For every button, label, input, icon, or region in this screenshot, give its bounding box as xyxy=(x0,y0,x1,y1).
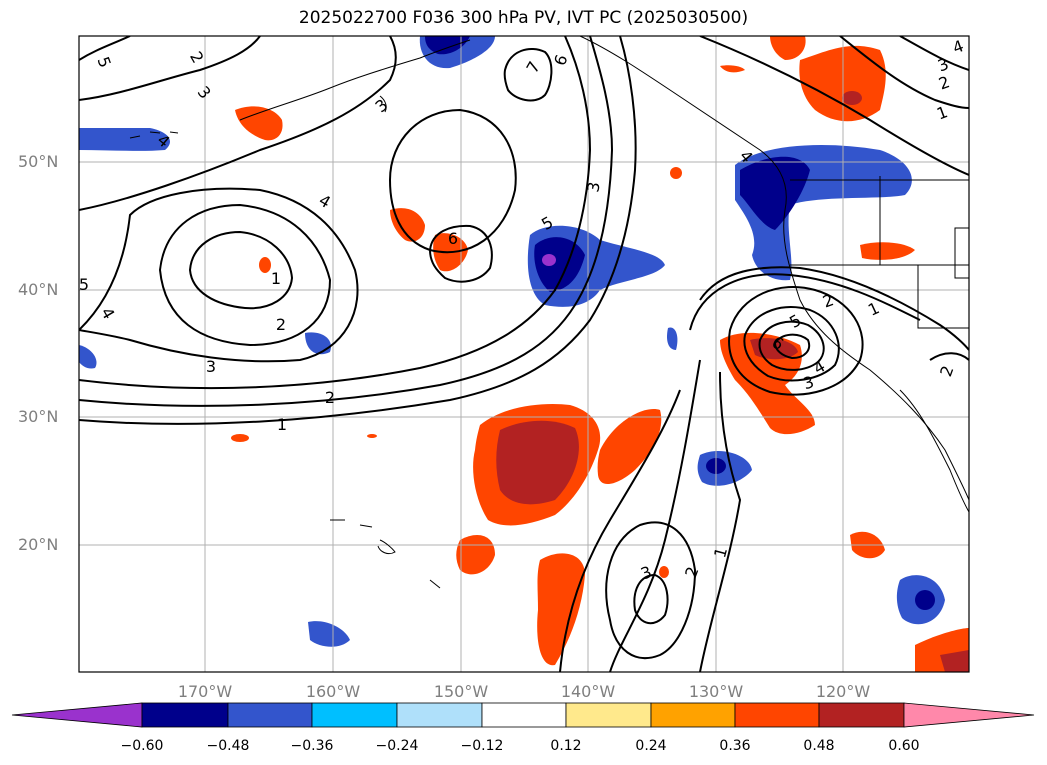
colorbar-tick-label: 0.60 xyxy=(888,738,920,754)
contour-label: 3 xyxy=(206,357,216,376)
negative-anomaly-regions xyxy=(79,36,945,647)
contour-label: 2 xyxy=(276,315,286,334)
colorbar-swatch xyxy=(734,702,820,728)
colorbar-tick-label: 0.36 xyxy=(719,738,751,754)
colorbar-swatch xyxy=(481,702,567,728)
colorbar-tick-label: −0.48 xyxy=(206,738,250,754)
lat-label: 20°N xyxy=(18,535,59,554)
colorbar-swatch xyxy=(227,702,313,728)
colorbar xyxy=(11,702,1035,728)
lat-label: 30°N xyxy=(18,407,59,426)
colorbar-tick-label: −0.24 xyxy=(375,738,419,754)
map-title: 2025022700 F036 300 hPa PV, IVT PC (2025… xyxy=(298,8,749,28)
ivt-contours xyxy=(79,36,969,672)
contour-label: 1 xyxy=(271,269,281,288)
lon-label: 160°W xyxy=(305,682,361,701)
colorbar-swatch xyxy=(141,702,229,728)
contour-label: 3 xyxy=(801,372,816,393)
lon-label: 130°W xyxy=(688,682,744,701)
colorbar-tick-label: −0.12 xyxy=(460,738,504,754)
colorbar-swatch xyxy=(396,702,483,728)
graticule xyxy=(79,36,969,672)
contour-label: 6 xyxy=(448,229,458,248)
colorbar-tick-label: 0.48 xyxy=(803,738,835,754)
lon-label: 140°W xyxy=(560,682,616,701)
colorbar-swatch xyxy=(565,702,652,728)
colorbar-swatch xyxy=(818,702,905,728)
contour-label: 5 xyxy=(79,275,89,294)
colorbar-tick-label: −0.36 xyxy=(290,738,334,754)
contour-label: 2 xyxy=(325,388,335,407)
plot-frame xyxy=(78,35,970,673)
contour-label: 1 xyxy=(710,545,731,560)
lon-label: 120°W xyxy=(815,682,871,701)
colorbar-extend-low xyxy=(11,702,143,728)
lat-label: 40°N xyxy=(18,280,59,299)
coastlines xyxy=(129,36,969,589)
contour-label: 3 xyxy=(583,180,603,193)
colorbar-tick-label: 0.12 xyxy=(550,738,582,754)
lat-label: 50°N xyxy=(18,152,59,171)
contour-label: 1 xyxy=(277,415,287,434)
lon-label: 170°W xyxy=(177,682,233,701)
lon-label: 150°W xyxy=(433,682,489,701)
colorbar-tick-label: 0.24 xyxy=(635,738,667,754)
colorbar-swatch xyxy=(650,702,736,728)
colorbar-tick-label: −0.60 xyxy=(120,738,164,754)
colorbar-swatch xyxy=(311,702,398,728)
colorbar-extend-high xyxy=(903,702,1035,728)
